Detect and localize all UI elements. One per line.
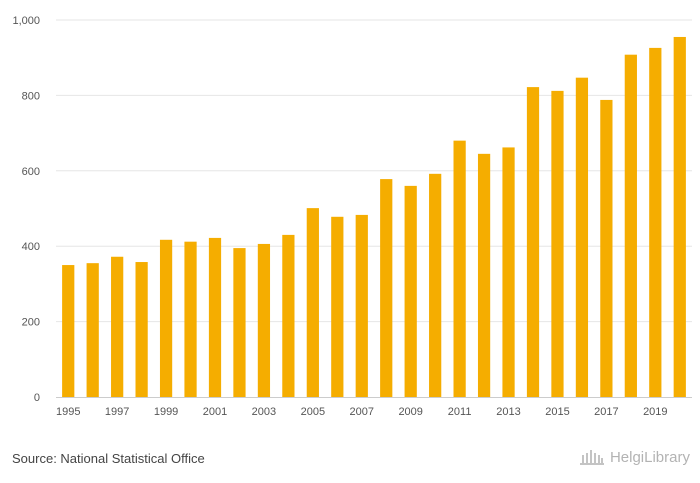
- bar-2010: [429, 173, 442, 397]
- y-tick-label: 200: [22, 317, 40, 329]
- bar-1995: [62, 265, 75, 397]
- bar-2013: [502, 147, 515, 397]
- bar-2005: [306, 208, 319, 397]
- bar-1999: [159, 239, 173, 397]
- y-tick-label: 800: [22, 90, 40, 102]
- bar-2020: [673, 36, 686, 398]
- library-building-icon: [579, 450, 604, 465]
- bar-chart: 0 200 400 600 800 1,000 1995 1997 1999 2001 2003 2…: [12, 15, 692, 418]
- bar-2007: [355, 214, 368, 397]
- bar-2016: [575, 77, 589, 397]
- bar-1997: [111, 256, 124, 397]
- gridlines: [56, 19, 692, 323]
- bar-1996: [86, 263, 99, 397]
- source-note: Source: National Statistical Office: [12, 451, 205, 466]
- bar-2018: [624, 54, 637, 398]
- bar-2006: [331, 216, 344, 397]
- bar-1998: [135, 262, 148, 397]
- x-tick-label: 2003: [252, 406, 276, 418]
- bar-2003: [257, 243, 271, 397]
- x-tick-label: 2009: [398, 406, 422, 418]
- bars: [62, 36, 686, 398]
- x-axis-labels: 1995 1997 1999 2001 2003 2005 2007 2009 2011 2013…: [56, 406, 668, 418]
- y-tick-label: 0: [34, 392, 40, 404]
- bar-2001: [208, 237, 222, 397]
- x-tick-label: 2015: [545, 406, 569, 418]
- x-tick-label: 1995: [56, 406, 80, 418]
- bar-2014: [526, 87, 540, 397]
- bar-2002: [233, 248, 246, 397]
- bar-2000: [184, 241, 197, 397]
- x-tick-label: 1999: [154, 406, 178, 418]
- x-tick-label: 2017: [594, 406, 618, 418]
- x-tick-label: 2013: [496, 406, 520, 418]
- y-tick-label: 600: [22, 166, 40, 178]
- bar-2012: [477, 153, 491, 397]
- x-tick-label: 1997: [105, 406, 129, 418]
- bar-2004: [282, 234, 295, 397]
- x-tick-label: 2011: [448, 406, 472, 418]
- y-tick-label: 1,000: [12, 15, 40, 27]
- x-tick-label: 2001: [203, 406, 227, 418]
- bar-2009: [404, 185, 417, 397]
- bar-2008: [380, 179, 393, 397]
- bar-2019: [649, 47, 662, 397]
- bar-2011: [453, 140, 466, 397]
- bar-2015: [551, 90, 564, 397]
- x-tick-label: 2019: [643, 406, 667, 418]
- helgi-library-logo: HelgiLibrary: [579, 448, 690, 466]
- y-tick-label: 400: [22, 241, 40, 253]
- y-axis-labels: 0 200 400 600 800 1,000: [12, 15, 40, 404]
- bar-2017: [600, 99, 613, 397]
- logo-text: HelgiLibrary: [609, 448, 690, 466]
- x-tick-label: 2005: [301, 406, 325, 418]
- x-tick-label: 2007: [350, 406, 374, 418]
